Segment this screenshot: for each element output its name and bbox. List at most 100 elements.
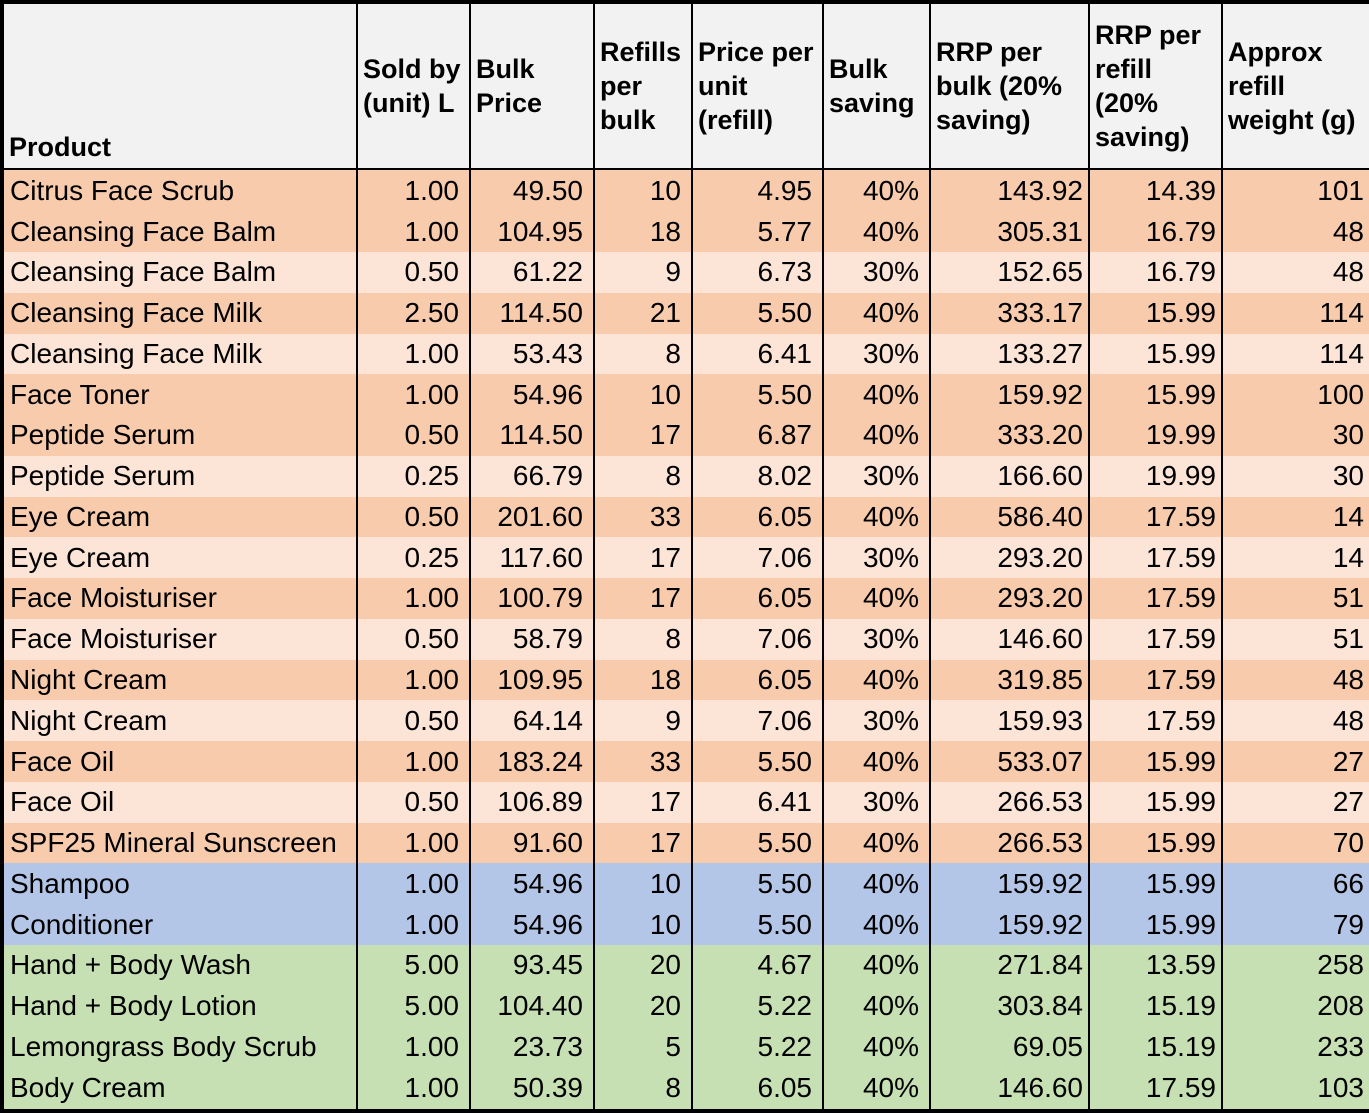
- cell-bulk-saving[interactable]: 40%: [822, 374, 930, 416]
- cell-product[interactable]: Night Cream: [10, 664, 168, 696]
- cell-price-per-unit-refill[interactable]: 5.22: [691, 1026, 823, 1068]
- cell-approx-refill-weight-g[interactable]: 103: [1221, 1067, 1369, 1111]
- cell-product[interactable]: Lemongrass Body Scrub: [10, 1030, 317, 1062]
- cell-approx-refill-weight-g[interactable]: 27: [1221, 781, 1369, 823]
- cell-refills-per-bulk[interactable]: 8: [593, 333, 692, 375]
- cell-refills-per-bulk[interactable]: 33: [593, 496, 692, 538]
- cell-refills-per-bulk[interactable]: 8: [593, 618, 692, 660]
- cell-bulk-saving[interactable]: 40%: [822, 863, 930, 905]
- column-header-rrp-per-refill[interactable]: RRP per refill (20% saving): [1088, 2, 1222, 170]
- cell-rrp-per-bulk[interactable]: 533.07: [929, 741, 1089, 782]
- cell-product[interactable]: Face Oil: [10, 786, 115, 818]
- cell-sold-by-unit-l[interactable]: 0.50: [356, 781, 470, 823]
- cell-refills-per-bulk[interactable]: 10: [593, 374, 692, 416]
- cell-bulk-saving[interactable]: 40%: [822, 211, 930, 252]
- column-header-approx-refill-weight[interactable]: Approx refill weight (g): [1221, 2, 1369, 170]
- cell-product[interactable]: Face Oil: [10, 745, 115, 777]
- cell-rrp-per-refill[interactable]: 19.99: [1088, 415, 1222, 456]
- cell-bulk-saving[interactable]: 40%: [822, 945, 930, 986]
- column-header-rrp-per-bulk[interactable]: RRP per bulk (20% saving): [929, 2, 1089, 170]
- cell-bulk-saving[interactable]: 40%: [822, 904, 930, 945]
- cell-rrp-per-refill[interactable]: 17.59: [1088, 618, 1222, 660]
- cell-rrp-per-bulk[interactable]: 319.85: [929, 659, 1089, 701]
- cell-product[interactable]: Citrus Face Scrub: [10, 174, 235, 206]
- cell-product[interactable]: Peptide Serum: [10, 419, 196, 451]
- cell-price-per-unit-refill[interactable]: 6.73: [691, 251, 823, 293]
- cell-rrp-per-refill[interactable]: 15.99: [1088, 863, 1222, 905]
- column-header-bulk-price[interactable]: Bulk Price: [469, 2, 594, 170]
- cell-rrp-per-bulk[interactable]: 159.92: [929, 904, 1089, 945]
- cell-rrp-per-refill[interactable]: 15.19: [1088, 1026, 1222, 1068]
- cell-refills-per-bulk[interactable]: 10: [593, 863, 692, 905]
- cell-bulk-saving[interactable]: 30%: [822, 333, 930, 375]
- cell-sold-by-unit-l[interactable]: 2.50: [356, 292, 470, 334]
- cell-approx-refill-weight-g[interactable]: 27: [1221, 741, 1369, 782]
- cell-price-per-unit-refill[interactable]: 5.50: [691, 741, 823, 782]
- cell-sold-by-unit-l[interactable]: 0.50: [356, 496, 470, 538]
- cell-price-per-unit-refill[interactable]: 5.50: [691, 863, 823, 905]
- cell-sold-by-unit-l[interactable]: 1.00: [356, 333, 470, 375]
- cell-bulk-price[interactable]: 64.14: [469, 700, 594, 742]
- cell-price-per-unit-refill[interactable]: 6.87: [691, 415, 823, 456]
- cell-bulk-price[interactable]: 54.96: [469, 904, 594, 945]
- cell-approx-refill-weight-g[interactable]: 100: [1221, 374, 1369, 416]
- cell-rrp-per-bulk[interactable]: 146.60: [929, 1067, 1089, 1111]
- cell-rrp-per-refill[interactable]: 17.59: [1088, 578, 1222, 619]
- cell-bulk-price[interactable]: 66.79: [469, 455, 594, 497]
- cell-rrp-per-refill[interactable]: 17.59: [1088, 496, 1222, 538]
- cell-bulk-saving[interactable]: 30%: [822, 537, 930, 579]
- cell-bulk-saving[interactable]: 40%: [822, 169, 930, 212]
- cell-price-per-unit-refill[interactable]: 8.02: [691, 455, 823, 497]
- cell-rrp-per-bulk[interactable]: 333.17: [929, 292, 1089, 334]
- cell-sold-by-unit-l[interactable]: 1.00: [356, 1067, 470, 1111]
- cell-rrp-per-refill[interactable]: 17.59: [1088, 659, 1222, 701]
- cell-refills-per-bulk[interactable]: 21: [593, 292, 692, 334]
- cell-price-per-unit-refill[interactable]: 6.05: [691, 659, 823, 701]
- cell-price-per-unit-refill[interactable]: 6.41: [691, 333, 823, 375]
- cell-price-per-unit-refill[interactable]: 5.50: [691, 292, 823, 334]
- cell-approx-refill-weight-g[interactable]: 114: [1221, 292, 1369, 334]
- cell-refills-per-bulk[interactable]: 17: [593, 578, 692, 619]
- cell-product[interactable]: Cleansing Face Milk: [10, 297, 263, 329]
- cell-rrp-per-refill[interactable]: 15.99: [1088, 333, 1222, 375]
- cell-rrp-per-bulk[interactable]: 293.20: [929, 537, 1089, 579]
- cell-product[interactable]: Face Toner: [10, 378, 150, 410]
- cell-refills-per-bulk[interactable]: 17: [593, 781, 692, 823]
- cell-rrp-per-bulk[interactable]: 159.93: [929, 700, 1089, 742]
- cell-bulk-price[interactable]: 58.79: [469, 618, 594, 660]
- cell-rrp-per-refill[interactable]: 15.99: [1088, 292, 1222, 334]
- cell-rrp-per-bulk[interactable]: 143.92: [929, 169, 1089, 212]
- cell-price-per-unit-refill[interactable]: 7.06: [691, 618, 823, 660]
- cell-price-per-unit-refill[interactable]: 5.50: [691, 904, 823, 945]
- cell-bulk-price[interactable]: 104.95: [469, 211, 594, 252]
- cell-bulk-saving[interactable]: 40%: [822, 1026, 930, 1068]
- cell-approx-refill-weight-g[interactable]: 101: [1221, 169, 1369, 212]
- cell-bulk-saving[interactable]: 30%: [822, 700, 930, 742]
- cell-rrp-per-refill[interactable]: 16.79: [1088, 251, 1222, 293]
- cell-price-per-unit-refill[interactable]: 6.41: [691, 781, 823, 823]
- cell-bulk-price[interactable]: 201.60: [469, 496, 594, 538]
- cell-refills-per-bulk[interactable]: 33: [593, 741, 692, 782]
- cell-rrp-per-bulk[interactable]: 146.60: [929, 618, 1089, 660]
- cell-bulk-saving[interactable]: 30%: [822, 251, 930, 293]
- cell-refills-per-bulk[interactable]: 18: [593, 211, 692, 252]
- column-header-refills-per-bulk[interactable]: Refills per bulk: [593, 2, 692, 170]
- cell-price-per-unit-refill[interactable]: 5.77: [691, 211, 823, 252]
- cell-rrp-per-bulk[interactable]: 159.92: [929, 374, 1089, 416]
- cell-approx-refill-weight-g[interactable]: 114: [1221, 333, 1369, 375]
- cell-refills-per-bulk[interactable]: 17: [593, 415, 692, 456]
- cell-bulk-saving[interactable]: 40%: [822, 292, 930, 334]
- cell-price-per-unit-refill[interactable]: 6.05: [691, 1067, 823, 1111]
- column-header-bulk-saving[interactable]: Bulk saving: [822, 2, 930, 170]
- cell-bulk-price[interactable]: 114.50: [469, 292, 594, 334]
- cell-price-per-unit-refill[interactable]: 5.50: [691, 822, 823, 864]
- cell-sold-by-unit-l[interactable]: 1.00: [356, 822, 470, 864]
- cell-bulk-price[interactable]: 50.39: [469, 1067, 594, 1111]
- cell-approx-refill-weight-g[interactable]: 14: [1221, 537, 1369, 579]
- cell-refills-per-bulk[interactable]: 9: [593, 251, 692, 293]
- cell-product[interactable]: SPF25 Mineral Sunscreen: [10, 827, 337, 859]
- cell-bulk-price[interactable]: 100.79: [469, 578, 594, 619]
- cell-bulk-price[interactable]: 106.89: [469, 781, 594, 823]
- cell-bulk-saving[interactable]: 30%: [822, 618, 930, 660]
- cell-bulk-saving[interactable]: 40%: [822, 822, 930, 864]
